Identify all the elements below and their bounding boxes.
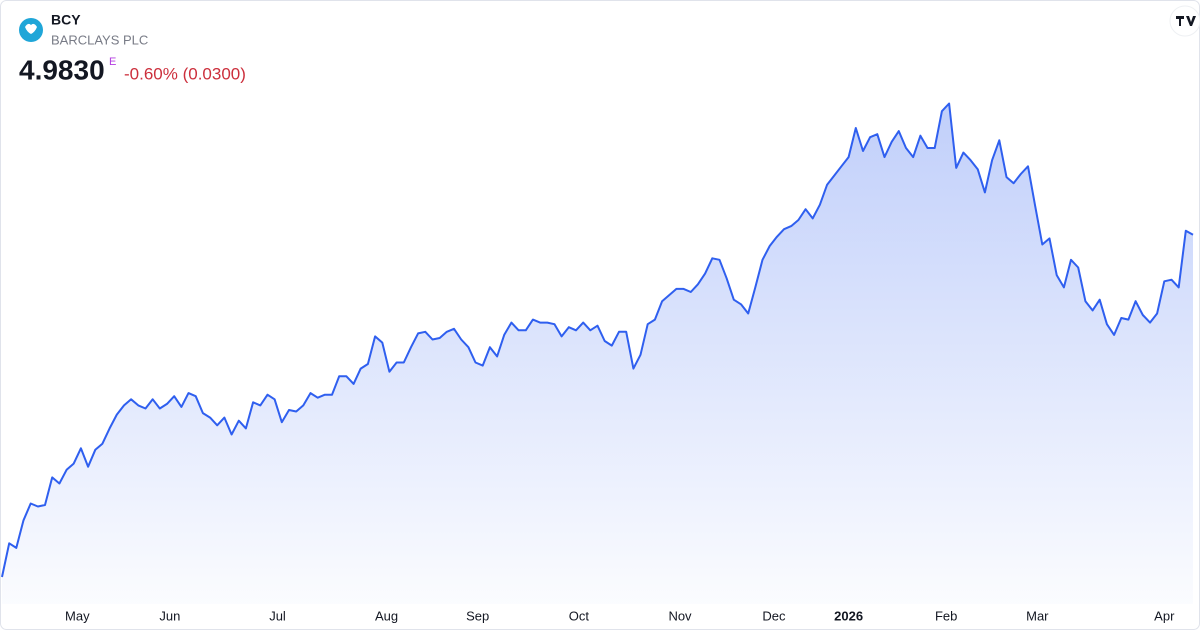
x-tick-label: Jul bbox=[269, 608, 286, 623]
x-tick-label: Mar bbox=[1026, 608, 1049, 623]
price: 4.9830 bbox=[19, 54, 105, 85]
flag: E bbox=[109, 56, 116, 68]
price-line bbox=[1, 102, 1194, 578]
x-tick-label: Nov bbox=[668, 608, 692, 623]
plot-area bbox=[1, 102, 1194, 604]
symbol-name: BARCLAYS PLC bbox=[51, 32, 148, 47]
x-tick-label: Dec bbox=[762, 608, 786, 623]
x-tick-label: Oct bbox=[569, 608, 590, 623]
symbol: BCY bbox=[51, 12, 81, 28]
x-tick-label: Aug bbox=[375, 608, 398, 623]
area-fill bbox=[2, 103, 1193, 604]
x-tick-label: Jun bbox=[159, 608, 180, 623]
tv-logo[interactable] bbox=[1169, 5, 1200, 37]
x-tick-label: May bbox=[65, 608, 90, 623]
x-tick-label: Feb bbox=[935, 608, 957, 623]
x-tick-label: Apr bbox=[1154, 608, 1175, 623]
x-tick-label: 2026 bbox=[834, 608, 863, 623]
x-tick-label: Sep bbox=[466, 608, 489, 623]
symbol-logo bbox=[19, 18, 43, 42]
change: -0.60% (0.0300) bbox=[124, 64, 246, 83]
